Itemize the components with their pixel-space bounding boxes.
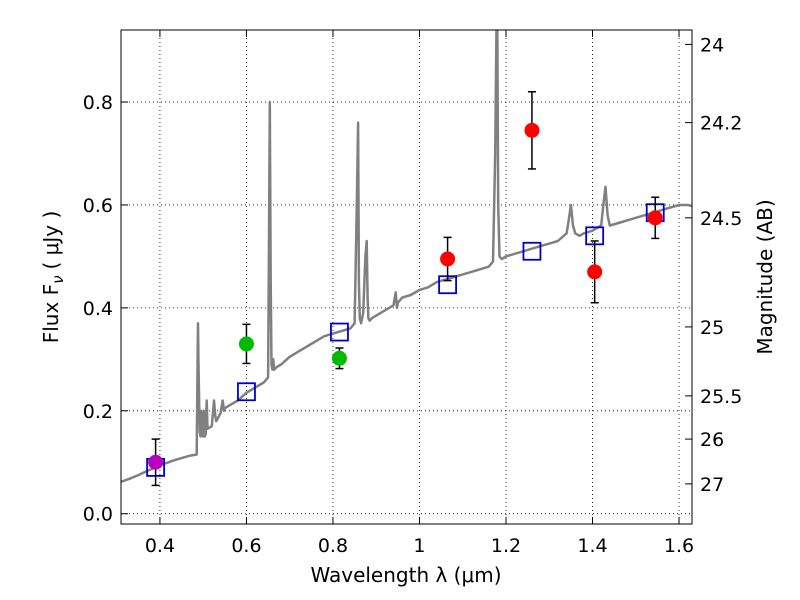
y-tick-label: 0.0 xyxy=(83,504,113,526)
photometry-point xyxy=(587,264,603,280)
y2-axis-label-group: Magnitude (AB) xyxy=(753,199,777,354)
model-photometry-square xyxy=(237,382,256,402)
x-tick-label: 1.4 xyxy=(577,535,607,557)
photometry-point xyxy=(524,122,540,138)
y2-tick-label: 27 xyxy=(700,474,724,496)
y-tick-label: 0.4 xyxy=(83,298,113,320)
y-axis-label: Flux Fν ( μJy ) xyxy=(39,211,67,344)
y2-tick-label: 24.2 xyxy=(700,113,742,135)
model-photometry-square xyxy=(522,241,542,261)
x-tick-label: 0.4 xyxy=(145,535,175,557)
x-axis-label: Wavelength λ (μm) xyxy=(310,563,501,587)
y2-tick-label: 25 xyxy=(700,317,724,339)
plot-frame xyxy=(120,29,693,525)
y2-tick-label: 24.5 xyxy=(700,208,742,230)
y-axis-label-sub: ν xyxy=(49,275,67,283)
y-tick-label: 0.6 xyxy=(83,195,113,217)
photometry-point xyxy=(440,251,456,267)
photometry-point xyxy=(647,210,663,226)
x-tick-label: 1.6 xyxy=(664,535,694,557)
y-tick-label: 0.2 xyxy=(83,401,113,423)
model-photometry-square xyxy=(330,322,349,342)
photometry-point xyxy=(148,454,164,470)
y-tick-label: 0.8 xyxy=(83,92,113,114)
x-tick-label: 0.8 xyxy=(318,535,348,557)
x-tick-label: 1 xyxy=(413,535,425,557)
y2-tick-label: 26 xyxy=(700,429,724,451)
x-tick-label: 0.6 xyxy=(231,535,261,557)
plot-area xyxy=(121,30,692,487)
y-axis-label-unit: ( μJy ) xyxy=(39,211,63,270)
photometry-point xyxy=(238,336,254,352)
spectrum-line xyxy=(121,30,692,483)
y-axis-label-main: Flux F xyxy=(39,284,63,343)
y2-tick-label: 24 xyxy=(700,34,724,56)
photometry-point xyxy=(331,350,347,366)
y-axis-label-group: Flux Fν ( μJy ) xyxy=(39,211,67,344)
y2-tick-label: 25.5 xyxy=(700,386,742,408)
y2-axis-label: Magnitude (AB) xyxy=(753,199,777,354)
axis-ticks: 0.4 0.6 0.8 1 1.2 1.4 1.6 0.0 0.2 0.4 0.6 0.8 24 24.2… xyxy=(83,30,742,557)
x-tick-label: 1.2 xyxy=(491,535,521,557)
